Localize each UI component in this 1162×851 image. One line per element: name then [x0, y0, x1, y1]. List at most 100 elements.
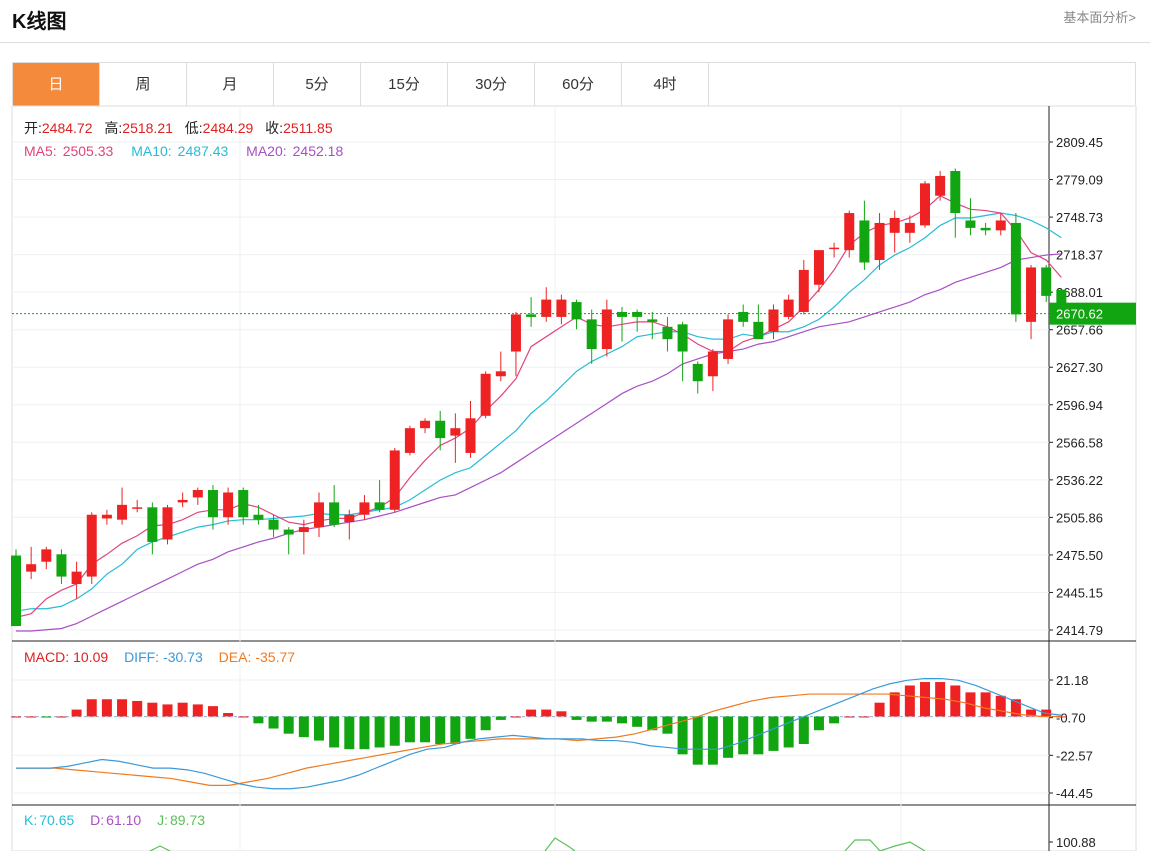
macd-bar: [783, 716, 794, 748]
macd-panel: 21.18 -0.70 -22.57 -44.45: [11, 673, 1093, 801]
macd-bar: [420, 716, 431, 743]
candle: [192, 487, 203, 505]
ma20-label: MA20:: [246, 143, 286, 159]
macd-bar: [329, 716, 340, 748]
candle: [404, 425, 415, 456]
macd-bar: [253, 716, 264, 724]
candle-body: [86, 514, 97, 577]
candle-body: [11, 555, 21, 627]
candle-body: [177, 499, 188, 503]
candle: [813, 250, 824, 293]
y-tick-label: 2657.66: [1056, 323, 1103, 338]
candle: [71, 561, 82, 599]
candle: [86, 512, 97, 584]
candle-body: [889, 217, 900, 233]
macd-bar: [813, 716, 824, 731]
candle: [662, 316, 673, 352]
macd-bar: [162, 704, 173, 717]
candle: [480, 371, 491, 419]
candle: [980, 222, 991, 236]
macd-bar: [586, 716, 597, 722]
macd-bar: [268, 716, 279, 729]
candle-body: [829, 247, 840, 250]
candle-body: [950, 170, 961, 214]
candle-body: [783, 299, 794, 317]
macd-bar: [207, 706, 218, 717]
candle: [556, 294, 567, 325]
candle-body: [314, 502, 324, 528]
j-label: J:: [157, 812, 168, 828]
candle: [450, 413, 461, 463]
y-tick-label: 2505.86: [1056, 510, 1103, 525]
macd-bar: [298, 716, 309, 738]
k-value: 70.65: [39, 812, 74, 828]
j-line: [149, 845, 171, 851]
candle: [647, 311, 658, 340]
fundamental-analysis-link[interactable]: 基本面分析>: [1063, 10, 1136, 25]
macd-bar: [344, 716, 355, 750]
candle-body: [117, 504, 128, 520]
y-tick-label: 2475.50: [1056, 548, 1103, 563]
macd-bar: [86, 699, 97, 717]
candle-body: [768, 309, 779, 332]
candle-body: [283, 529, 294, 535]
kdj-panel: [149, 837, 1053, 851]
tab-15min[interactable]: 15分: [361, 63, 448, 106]
candle-body: [495, 371, 506, 377]
candle-body: [132, 507, 143, 509]
tab-30min[interactable]: 30分: [448, 63, 535, 106]
d-label: D:: [90, 812, 104, 828]
candle-body: [662, 326, 673, 340]
candle: [995, 213, 1006, 236]
macd-bar: [314, 716, 324, 741]
macd-bar: [1010, 699, 1021, 717]
candle-body: [1056, 289, 1067, 305]
tab-5min[interactable]: 5分: [274, 63, 361, 106]
candle-body: [707, 351, 718, 377]
candle-body: [541, 299, 552, 317]
price-y-axis: 2809.45 2779.09 2748.73 2718.37 2688.01 2657.…: [1049, 135, 1103, 638]
candle: [510, 311, 521, 377]
macd-bar: [889, 692, 900, 717]
candle-body: [298, 527, 309, 533]
candle-body: [26, 564, 37, 572]
candle-body: [677, 324, 688, 352]
candle: [435, 410, 446, 451]
candle-body: [41, 549, 52, 562]
tab-week[interactable]: 周: [100, 63, 187, 106]
candle-body: [435, 420, 446, 439]
candle: [329, 485, 340, 528]
candle-body: [844, 213, 855, 251]
candle-body: [526, 314, 537, 317]
j-line: [544, 837, 576, 851]
ohlc-legend: 开:2484.72 高:2518.21 低:2484.29 收:2511.85: [24, 120, 333, 136]
candle: [586, 309, 597, 364]
macd-bar: [995, 695, 1006, 717]
page-title: K线图: [12, 11, 67, 33]
diff-value: -30.73: [163, 649, 203, 665]
candle: [1026, 264, 1037, 340]
y-tick-label: 2445.15: [1056, 585, 1103, 600]
macd-bar: [874, 702, 885, 717]
macd-bar: [480, 716, 491, 731]
candle-body: [238, 490, 249, 518]
candle: [571, 299, 582, 330]
candle-body: [753, 321, 764, 340]
candle-body: [147, 507, 158, 542]
tab-month[interactable]: 月: [187, 63, 274, 106]
tab-day[interactable]: 日: [13, 63, 100, 106]
macd-bar: [71, 709, 82, 717]
tab-60min[interactable]: 60分: [535, 63, 622, 106]
macd-bar: [41, 716, 52, 718]
candle: [874, 213, 885, 270]
y-tick-label: 2536.22: [1056, 473, 1103, 488]
candle: [389, 447, 400, 513]
diff-line: [16, 677, 1062, 790]
candle: [798, 260, 809, 315]
candle: [1041, 264, 1052, 303]
macd-bar: [283, 716, 294, 734]
open-value: 2484.72: [42, 120, 93, 136]
tab-4hour[interactable]: 4时: [622, 63, 709, 106]
high-label: 高:: [104, 120, 122, 136]
